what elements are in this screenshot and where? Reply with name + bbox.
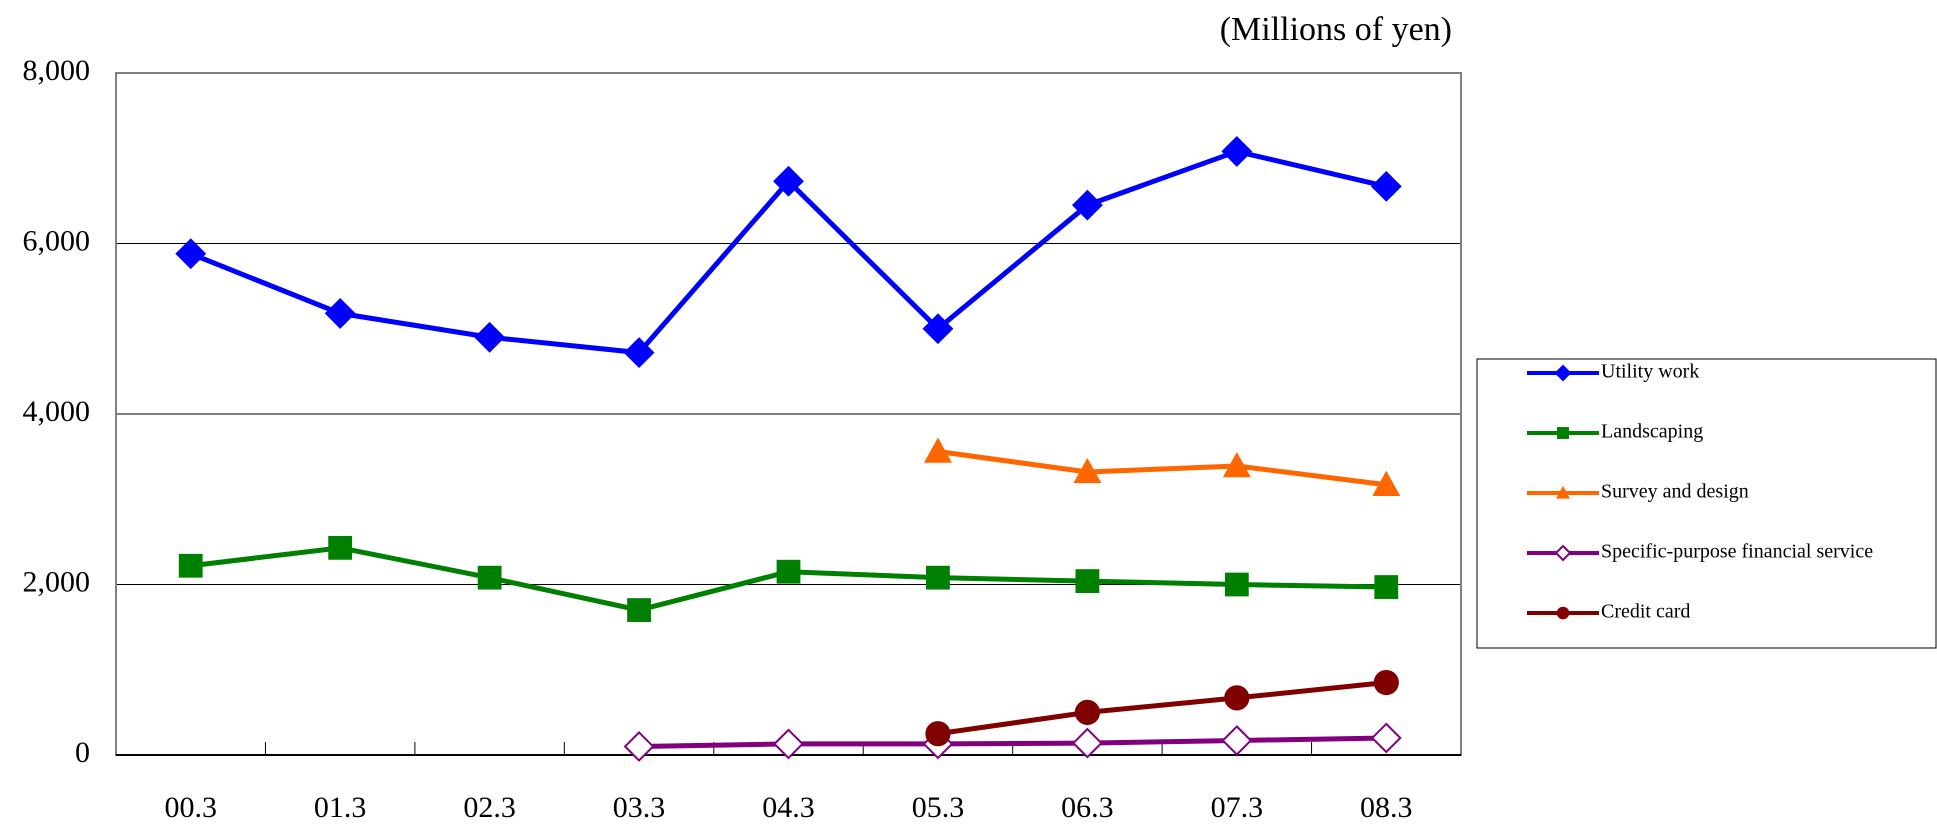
- marker: [1374, 575, 1399, 599]
- marker: [925, 721, 951, 747]
- marker: [175, 238, 207, 270]
- legend-label: Specific-purpose financial service: [1601, 541, 1873, 563]
- marker: [776, 559, 801, 584]
- marker: [1372, 470, 1401, 496]
- y-tick-label: 2,000: [23, 565, 91, 598]
- x-tick-label: 01.3: [314, 791, 367, 824]
- marker: [627, 598, 651, 622]
- marker: [1370, 722, 1402, 754]
- marker: [1373, 669, 1399, 696]
- y-tick-label: 0: [75, 736, 90, 769]
- marker: [923, 437, 952, 463]
- x-tick-label: 08.3: [1360, 791, 1413, 824]
- x-tick-label: 00.3: [164, 791, 217, 824]
- marker: [1224, 572, 1249, 597]
- legend-label: Landscaping: [1601, 421, 1703, 443]
- marker: [773, 728, 804, 760]
- legend-marker: [1556, 606, 1570, 620]
- marker: [1071, 727, 1103, 759]
- marker: [328, 535, 353, 560]
- marker: [477, 565, 502, 590]
- series-line: [937, 680, 1387, 737]
- marker: [1222, 452, 1251, 478]
- marker: [178, 553, 203, 578]
- legend-marker: [1554, 544, 1572, 562]
- marker: [922, 313, 954, 345]
- marker: [623, 337, 655, 369]
- series-line: [937, 449, 1387, 488]
- legend-label: Survey and design: [1601, 481, 1749, 503]
- unit-annotation: (Millions of yen): [1220, 11, 1452, 48]
- marker: [474, 321, 506, 353]
- marker: [1075, 569, 1100, 593]
- y-tick-label: 8,000: [23, 54, 91, 87]
- series-line: [639, 735, 1387, 749]
- x-tick-label: 05.3: [912, 791, 965, 824]
- marker: [926, 565, 950, 590]
- marker: [1224, 685, 1250, 711]
- x-tick-label: 03.3: [613, 791, 666, 824]
- marker: [1073, 457, 1102, 484]
- x-tick-label: 04.3: [762, 791, 815, 824]
- marker: [1071, 189, 1103, 221]
- legend-box: [1476, 358, 1937, 649]
- legend-label: Credit card: [1601, 601, 1690, 623]
- marker: [623, 731, 655, 762]
- legend-label: Utility work: [1601, 361, 1699, 383]
- legend-marker: [1557, 427, 1569, 439]
- marker: [1370, 170, 1402, 202]
- marker: [773, 165, 804, 197]
- marker: [1074, 699, 1100, 725]
- x-tick-label: 02.3: [463, 791, 516, 824]
- y-tick-label: 6,000: [23, 224, 91, 257]
- marker: [1221, 725, 1253, 756]
- x-tick-label: 06.3: [1061, 791, 1114, 824]
- legend-marker: [1556, 486, 1570, 499]
- marker: [1221, 136, 1253, 167]
- marker: [324, 297, 356, 329]
- y-tick-label: 4,000: [23, 395, 91, 428]
- x-tick-label: 07.3: [1211, 791, 1264, 824]
- legend-marker: [1554, 364, 1572, 382]
